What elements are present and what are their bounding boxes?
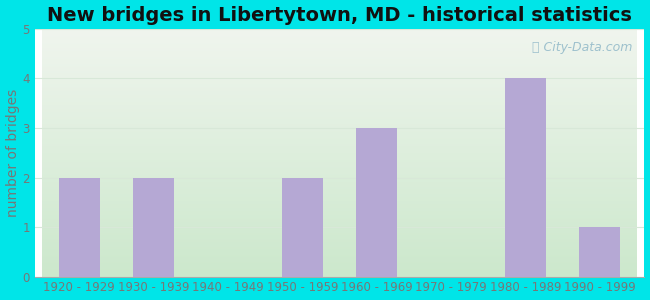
Title: New bridges in Libertytown, MD - historical statistics: New bridges in Libertytown, MD - histori… <box>47 6 632 25</box>
Bar <box>133 178 174 277</box>
Text: ⓘ City-Data.com: ⓘ City-Data.com <box>532 41 632 54</box>
Bar <box>505 78 546 277</box>
Bar <box>59 178 99 277</box>
Bar <box>356 128 397 277</box>
Bar <box>579 227 620 277</box>
Bar <box>282 178 323 277</box>
Y-axis label: number of bridges: number of bridges <box>6 88 20 217</box>
